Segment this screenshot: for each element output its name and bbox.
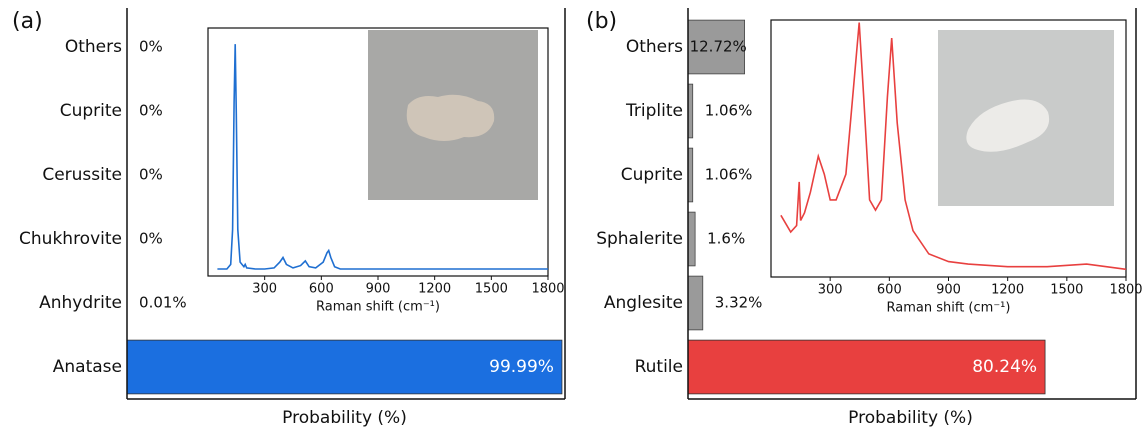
- panel-label: (b): [586, 9, 617, 34]
- bar: [688, 212, 695, 266]
- x-tick-label: 1500: [1050, 283, 1083, 298]
- x-tick-label: 1200: [991, 283, 1024, 298]
- value-label: 99.99%: [489, 357, 554, 377]
- category-label: Others: [65, 37, 122, 57]
- x-tick-label: 900: [936, 283, 961, 298]
- value-label: 0.01%: [139, 294, 187, 312]
- category-label: Cuprite: [60, 101, 122, 121]
- x-tick-label: 1800: [531, 282, 564, 297]
- value-label: 1.06%: [705, 166, 753, 184]
- x-axis-label: Raman shift (cm⁻¹): [316, 300, 440, 315]
- category-label: Cuprite: [621, 165, 683, 185]
- category-label: Rutile: [635, 357, 683, 377]
- x-axis-label: Probability (%): [848, 408, 973, 428]
- x-tick-label: 600: [309, 282, 334, 297]
- category-label: Cerussite: [42, 165, 122, 185]
- category-label: Anglesite: [604, 293, 683, 313]
- panel-label: (a): [12, 9, 43, 34]
- x-tick-label: 300: [818, 283, 843, 298]
- value-label: 3.32%: [715, 294, 763, 312]
- x-axis-label: Raman shift (cm⁻¹): [887, 301, 1011, 316]
- x-tick-label: 1800: [1109, 283, 1142, 298]
- x-tick-label: 1200: [418, 282, 451, 297]
- category-label: Anhydrite: [39, 293, 122, 313]
- value-label: 12.72%: [690, 38, 747, 56]
- category-label: Anatase: [53, 357, 122, 377]
- value-label: 1.06%: [705, 102, 753, 120]
- category-label: Chukhrovite: [19, 229, 122, 249]
- category-label: Others: [626, 37, 683, 57]
- value-label: 80.24%: [972, 357, 1037, 377]
- value-label: 0%: [139, 38, 163, 56]
- value-label: 1.6%: [707, 230, 745, 248]
- x-axis-label: Probability (%): [282, 408, 407, 428]
- x-tick-label: 1500: [475, 282, 508, 297]
- figure: (a) Others 0% Cuprite 0% Cerussite 0% Chukhrovi…: [0, 0, 1144, 430]
- bar: [688, 276, 703, 330]
- x-tick-label: 900: [366, 282, 391, 297]
- category-label: Triplite: [625, 101, 683, 121]
- category-label: Sphalerite: [596, 229, 683, 249]
- x-tick-label: 300: [252, 282, 277, 297]
- value-label: 0%: [139, 166, 163, 184]
- x-tick-label: 600: [877, 283, 902, 298]
- value-label: 0%: [139, 230, 163, 248]
- sample: [407, 95, 494, 141]
- value-label: 0%: [139, 102, 163, 120]
